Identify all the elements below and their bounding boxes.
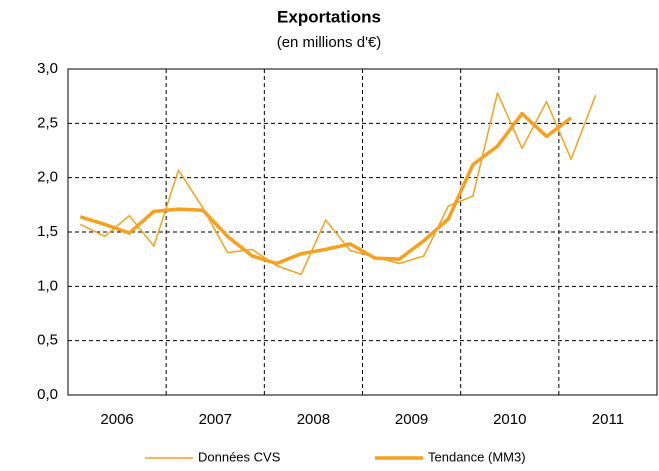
x-tick-label: 2010 bbox=[493, 411, 526, 428]
y-tick-label: 0,5 bbox=[37, 332, 58, 349]
x-tick-label: 2009 bbox=[395, 411, 428, 428]
y-tick-label: 1,0 bbox=[37, 277, 58, 294]
chart-subtitle: (en millions d'€) bbox=[277, 34, 382, 51]
plot-frame bbox=[67, 68, 658, 396]
x-tick-label: 2008 bbox=[297, 411, 330, 428]
y-tick-label: 2,5 bbox=[37, 114, 58, 131]
y-tick-label: 2,0 bbox=[37, 169, 58, 186]
x-tick-label: 2006 bbox=[100, 411, 133, 428]
series-line bbox=[79, 92, 597, 276]
series-line bbox=[79, 111, 573, 266]
legend-label: Données CVS bbox=[198, 449, 281, 464]
legend-label: Tendance (MM3) bbox=[428, 449, 526, 464]
chart-title: Exportations bbox=[277, 7, 381, 26]
x-tick-label: 2007 bbox=[199, 411, 232, 428]
y-tick-label: 3,0 bbox=[37, 60, 58, 77]
x-tick-label: 2011 bbox=[592, 411, 624, 428]
y-tick-label: 0,0 bbox=[37, 386, 58, 403]
y-tick-label: 1,5 bbox=[37, 223, 58, 240]
